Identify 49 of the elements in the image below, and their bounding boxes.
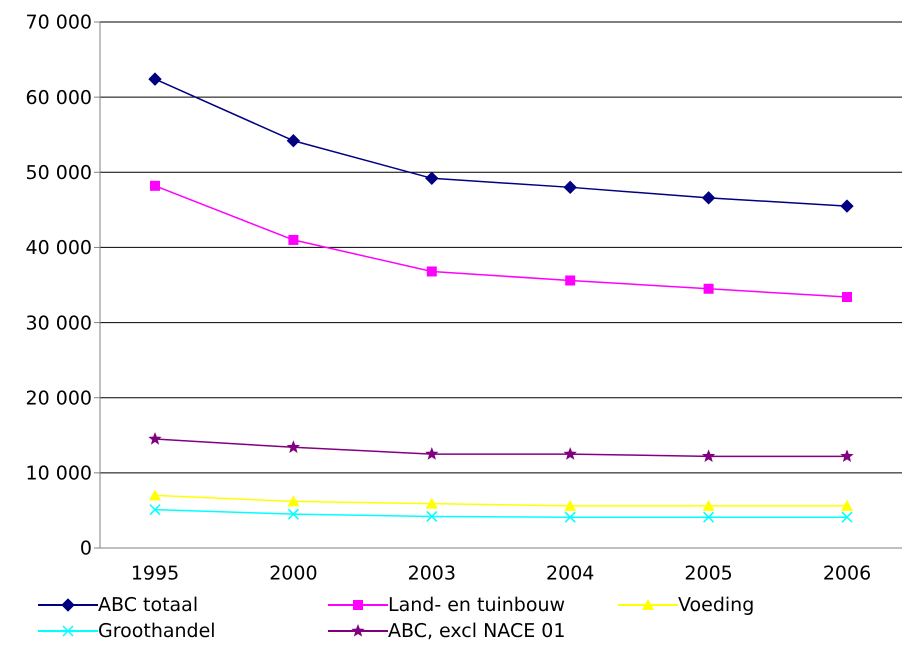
- point: [286, 440, 300, 453]
- point: [425, 447, 438, 460]
- point: [426, 266, 437, 276]
- y-tick-label: 70 000: [26, 12, 92, 34]
- x-tick-label: 2005: [684, 562, 733, 584]
- point: [702, 500, 715, 511]
- point: [288, 234, 298, 245]
- x-tick-label: 2006: [822, 562, 872, 584]
- x-tick-label: 2003: [408, 562, 456, 584]
- point: [564, 500, 576, 511]
- y-tick-label: 60 000: [26, 86, 92, 109]
- point: [702, 449, 716, 462]
- point: [426, 498, 438, 509]
- y-tick-label: 0: [80, 538, 92, 560]
- x-tick-label: 2000: [269, 562, 318, 584]
- point: [840, 200, 854, 213]
- x-tick-label: 1995: [130, 562, 180, 584]
- point: [287, 495, 300, 506]
- point: [565, 275, 576, 286]
- point: [564, 180, 577, 194]
- legend-label: Voeding: [678, 594, 754, 616]
- point: [286, 134, 300, 148]
- y-tick-label: 40 000: [26, 237, 92, 260]
- point: [841, 500, 853, 511]
- point: [564, 511, 576, 523]
- point: [426, 510, 438, 522]
- point: [564, 447, 577, 460]
- x-tick-label: 2004: [546, 562, 594, 584]
- point: [702, 191, 716, 204]
- y-tick-label: 50 000: [26, 162, 92, 184]
- point: [704, 284, 714, 294]
- point: [842, 292, 852, 302]
- point: [148, 72, 162, 86]
- point: [149, 504, 161, 516]
- legend-label: Land- en tuinbouw: [388, 594, 566, 616]
- y-tick-label: 20 000: [26, 387, 92, 410]
- legend-label: ABC, excl NACE 01: [388, 620, 566, 642]
- legend-label: ABC totaal: [98, 594, 198, 616]
- point: [840, 449, 854, 462]
- point: [150, 180, 160, 191]
- y-tick-label: 10 000: [26, 462, 92, 485]
- point: [841, 511, 853, 523]
- point: [149, 489, 161, 500]
- point: [148, 432, 162, 445]
- y-tick-label: 30 000: [26, 312, 92, 334]
- point: [702, 511, 714, 523]
- legend-label: Groothandel: [98, 620, 216, 642]
- point: [425, 172, 438, 185]
- point: [288, 508, 300, 520]
